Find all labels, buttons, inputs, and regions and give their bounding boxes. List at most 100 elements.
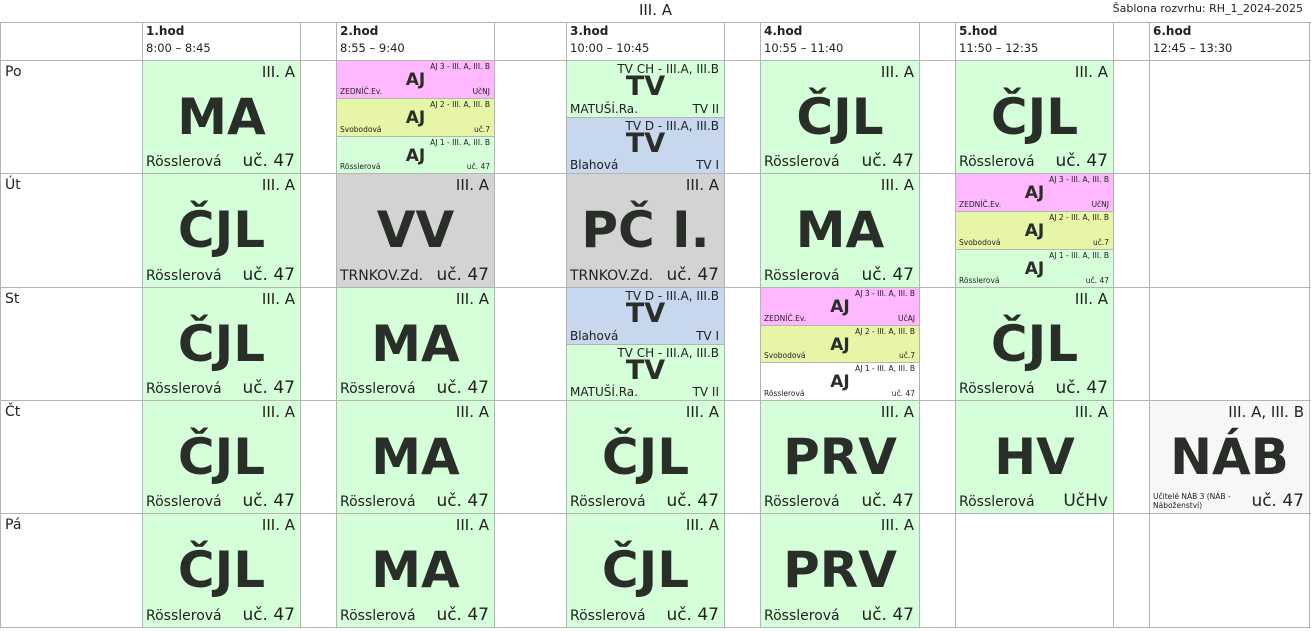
lesson-subject: MA <box>177 88 266 146</box>
lesson-subject: MA <box>371 541 460 599</box>
day-label: Po <box>5 64 22 80</box>
lesson-subject: HV <box>994 428 1075 486</box>
lesson-teacher: Rösslerová <box>764 494 840 510</box>
lesson-cell[interactable]: III. A MA Rösslerová uč. 47 <box>760 173 920 288</box>
lesson-room: uč. 47 <box>861 151 914 171</box>
aj-group-cell[interactable]: AJ 3 - III. A, III. B AJ ZEDNÍČ.Ev. UčNJ <box>336 60 495 99</box>
lesson-cell[interactable]: III. A PČ I. TRNKOV.Zd. uč. 47 <box>566 173 725 288</box>
lesson-class: III. A <box>455 403 489 421</box>
period-header: 3.hod 10:00 – 10:45 <box>566 23 724 59</box>
lesson-teacher: Rösslerová <box>764 608 840 624</box>
lesson-room: uč. 47 <box>1251 491 1304 511</box>
tv-group-cell[interactable]: TV D - III.A, III.B TV Blahová TV I <box>566 287 725 345</box>
group-subject: AJ <box>830 372 850 392</box>
lesson-cell[interactable]: III. A ČJL Rösslerová uč. 47 <box>142 287 301 401</box>
lesson-cell[interactable]: III. A ČJL Rösslerová uč. 47 <box>760 60 920 174</box>
tv-group-cell[interactable]: TV CH - III.A, III.B TV MATUŠÍ.Ra. TV II <box>566 344 725 401</box>
grid-line <box>0 22 1 627</box>
group-subject: TV <box>625 71 666 102</box>
lesson-room: uč. 47 <box>242 265 295 285</box>
lesson-cell[interactable]: III. A ČJL Rösslerová uč. 47 <box>566 400 725 514</box>
aj-group-cell[interactable]: AJ 3 - III. A, III. B AJ ZEDNÍČ.Ev. UčAJ <box>760 287 920 326</box>
lesson-room: uč. 47 <box>666 265 719 285</box>
group-label: AJ 1 - III. A, III. B <box>1049 251 1109 260</box>
lesson-cell[interactable]: III. A ČJL Rösslerová uč. 47 <box>566 513 725 628</box>
lesson-cell[interactable]: III. A ČJL Rösslerová uč. 47 <box>142 400 301 514</box>
lesson-cell[interactable]: III. A MA Rösslerová uč. 47 <box>336 287 495 401</box>
period-time: 10:55 – 11:40 <box>764 41 844 55</box>
lesson-cell[interactable]: III. A PRV Rösslerová uč. 47 <box>760 400 920 514</box>
group-label: AJ 1 - III. A, III. B <box>430 138 490 147</box>
lesson-room: uč. 47 <box>242 491 295 511</box>
group-teacher: Rösslerová <box>340 162 381 171</box>
lesson-teacher: Rösslerová <box>146 608 222 624</box>
group-room: uč. 47 <box>466 162 490 171</box>
lesson-room: uč. 47 <box>666 605 719 625</box>
lesson-cell[interactable]: III. A ČJL Rösslerová uč. 47 <box>142 513 301 628</box>
group-room: TV I <box>696 329 719 343</box>
aj-group-cell[interactable]: AJ 1 - III. A, III. B AJ Rösslerová uč. … <box>955 249 1114 288</box>
aj-group-cell[interactable]: AJ 3 - III. A, III. B AJ ZEDNÍČ.Ev. UčNJ <box>955 173 1114 212</box>
lesson-teacher: Rösslerová <box>570 494 646 510</box>
lesson-subject: NÁB <box>1170 428 1289 486</box>
lesson-cell[interactable]: III. A VV TRNKOV.Zd. uč. 47 <box>336 173 495 288</box>
lesson-class: III. A <box>685 516 719 534</box>
group-label: TV CH - III.A, III.B <box>617 62 719 76</box>
lesson-cell[interactable]: III. A, III. B NÁB Učitelé NÁB 3 (NÁB - … <box>1149 400 1310 514</box>
lesson-cell[interactable]: III. A MA Rösslerová uč. 47 <box>336 400 495 514</box>
period-time: 10:00 – 10:45 <box>570 41 650 55</box>
period-header: 1.hod 8:00 – 8:45 <box>142 23 300 59</box>
group-room: UčNJ <box>472 87 490 96</box>
lesson-subject: MA <box>371 428 460 486</box>
aj-group-cell[interactable]: AJ 1 - III. A, III. B AJ Rösslerová uč. … <box>760 362 920 401</box>
group-label: TV D - III.A, III.B <box>625 289 720 303</box>
lesson-cell[interactable]: III. A PRV Rösslerová uč. 47 <box>760 513 920 628</box>
grid-line <box>1309 22 1310 627</box>
tv-group-cell[interactable]: TV CH - III.A, III.B TV MATUŠÍ.Ra. TV II <box>566 60 725 118</box>
lesson-subject: ČJL <box>177 541 266 599</box>
lesson-teacher: Rösslerová <box>340 494 416 510</box>
period-header: 5.hod 11:50 – 12:35 <box>955 23 1113 59</box>
group-label: AJ 3 - III. A, III. B <box>855 289 915 298</box>
aj-group-cell[interactable]: AJ 2 - III. A, III. B AJ Svobodová uč.7 <box>955 211 1114 250</box>
lesson-teacher: Rösslerová <box>146 494 222 510</box>
period-number: 1.hod <box>146 24 185 38</box>
group-label: TV CH - III.A, III.B <box>617 346 719 360</box>
lesson-class: III. A <box>261 63 295 81</box>
lesson-cell[interactable]: III. A MA Rösslerová uč. 47 <box>336 513 495 628</box>
lesson-teacher: Rösslerová <box>146 154 222 170</box>
lesson-cell[interactable]: III. A ČJL Rösslerová uč. 47 <box>142 173 301 288</box>
group-subject: AJ <box>1024 221 1045 241</box>
period-header: 6.hod 12:45 – 13:30 <box>1149 23 1309 59</box>
lesson-class: III. A <box>261 516 295 534</box>
group-subject: AJ <box>830 297 850 317</box>
period-number: 3.hod <box>570 24 609 38</box>
lesson-room: uč. 47 <box>1055 151 1108 171</box>
lesson-class: III. A <box>880 63 914 81</box>
lesson-cell[interactable]: III. A ČJL Rösslerová uč. 47 <box>955 287 1114 401</box>
group-teacher: Svobodová <box>764 351 806 360</box>
day-label: St <box>5 291 20 307</box>
aj-group-cell[interactable]: AJ 1 - III. A, III. B AJ Rösslerová uč. … <box>336 136 495 174</box>
group-room: uč. 47 <box>891 389 915 398</box>
period-header: 4.hod 10:55 – 11:40 <box>760 23 918 59</box>
lesson-class: III. A <box>880 176 914 194</box>
group-label: AJ 3 - III. A, III. B <box>430 62 490 71</box>
aj-group-cell[interactable]: AJ 2 - III. A, III. B AJ Svobodová uč.7 <box>336 98 495 137</box>
tv-group-cell[interactable]: TV D - III.A, III.B TV Blahová TV I <box>566 117 725 174</box>
group-subject: TV <box>625 355 666 386</box>
lesson-cell[interactable]: III. A HV Rösslerová UčHv <box>955 400 1114 514</box>
lesson-teacher: Rösslerová <box>146 268 222 284</box>
lesson-teacher: Rösslerová <box>340 608 416 624</box>
lesson-cell[interactable]: III. A MA Rösslerová uč. 47 <box>142 60 301 174</box>
lesson-cell[interactable]: III. A ČJL Rösslerová uč. 47 <box>955 60 1114 174</box>
lesson-subject: VV <box>376 201 455 259</box>
group-subject: AJ <box>405 108 426 128</box>
lesson-room: uč. 47 <box>1055 378 1108 398</box>
lesson-class: III. A <box>685 403 719 421</box>
lesson-room: UčHv <box>1063 491 1108 511</box>
group-room: UčNJ <box>1091 200 1109 209</box>
aj-group-cell[interactable]: AJ 2 - III. A, III. B AJ Svobodová uč.7 <box>760 325 920 363</box>
lesson-class: III. A <box>1074 63 1108 81</box>
group-teacher: Svobodová <box>340 125 382 134</box>
